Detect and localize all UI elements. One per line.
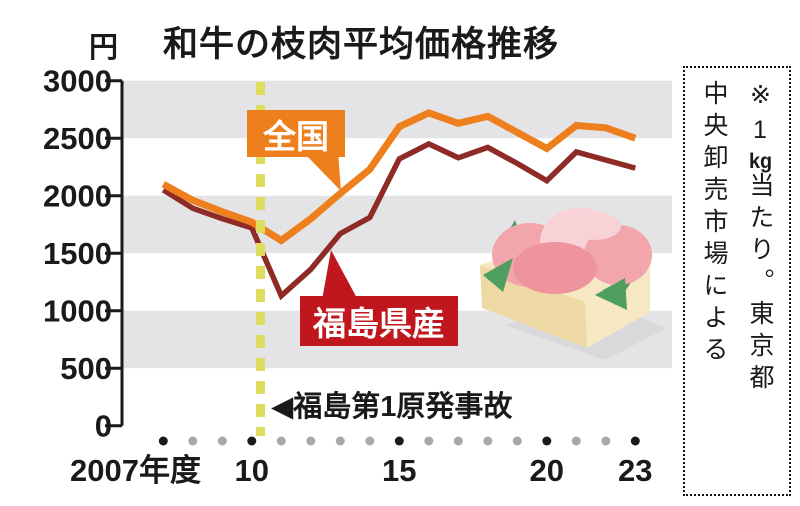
meat-slice-top <box>569 212 621 240</box>
source-note-line-1: ※1kg当たり。東京都 <box>746 80 774 396</box>
x-axis-label: 10 <box>235 453 269 488</box>
leaf <box>595 278 627 310</box>
x-axis-dot <box>335 436 345 446</box>
kg-unit: kg <box>748 151 773 172</box>
source-note: ※1kg当たり。東京都 中央卸売市場による <box>683 66 791 496</box>
tray-front-left <box>480 265 587 348</box>
meat-slice <box>513 242 597 294</box>
x-axis-dot <box>306 436 316 446</box>
x-axis-dot <box>158 436 168 446</box>
x-axis-dot <box>571 436 581 446</box>
x-axis-dot <box>188 436 198 446</box>
tray-front-right <box>585 268 650 348</box>
x-axis-label: 15 <box>382 453 416 488</box>
x-axis-dot <box>512 436 522 446</box>
nuclear-accident-event-line <box>256 82 265 436</box>
accident-annotation: ◀福島第1原発事故 <box>271 391 513 423</box>
leaf <box>483 258 513 292</box>
meat-box-illustration <box>480 208 667 360</box>
chart-title: 和牛の枝肉平均価格推移 <box>163 25 560 64</box>
series-label-national: 全国 <box>247 110 345 157</box>
national-callout-tail <box>303 152 341 191</box>
x-axis-dot <box>276 436 286 446</box>
fukushima-callout-tail <box>322 250 358 300</box>
y-axis-label: 500 <box>60 351 112 386</box>
source-note-line-2: 中央卸売市場による <box>700 80 728 368</box>
y-axis-unit-label: 円 <box>88 32 118 64</box>
series-label-fukushima: 福島県産 <box>300 296 458 346</box>
x-axis-dot <box>601 436 611 446</box>
meat-slice <box>584 225 652 285</box>
x-axis-label: 20 <box>530 453 564 488</box>
y-axis-label: 2000 <box>43 179 112 214</box>
y-axis-label: 2500 <box>43 121 112 156</box>
x-axis-dot <box>247 436 257 446</box>
y-axis-label: 1000 <box>43 294 112 329</box>
x-axis-dot <box>630 436 640 446</box>
x-axis-dot <box>217 436 227 446</box>
x-axis-dot <box>424 436 434 446</box>
x-axis-label: 23 <box>618 453 652 488</box>
x-axis-dot <box>394 436 404 446</box>
y-axis-label: 1500 <box>43 236 112 271</box>
y-axis-label: 3000 <box>43 64 112 99</box>
y-axis-label: 0 <box>95 409 112 444</box>
x-axis-dot <box>453 436 463 446</box>
x-axis-dot <box>542 436 552 446</box>
x-axis-label: 2007年度 <box>70 453 201 488</box>
x-axis-dot <box>483 436 493 446</box>
x-axis-dot <box>365 436 375 446</box>
series-line-fukushima <box>161 140 637 301</box>
series-line-national <box>161 109 637 245</box>
